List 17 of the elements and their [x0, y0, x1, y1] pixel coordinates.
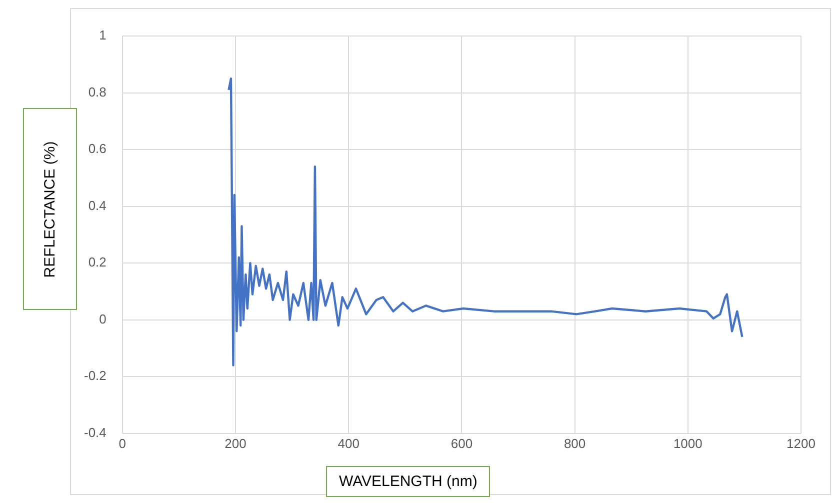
y-axis-title: REFLECTANCE (%) — [42, 140, 58, 278]
x-tick-label: 0 — [118, 436, 126, 451]
y-tick-label: 0 — [99, 311, 106, 326]
y-tick-label: 0.6 — [88, 141, 106, 156]
x-tick-label: 800 — [564, 436, 586, 451]
x-axis-title: WAVELENGTH (nm) — [326, 466, 490, 497]
x-tick-label: 1200 — [786, 436, 816, 451]
y-tick-label: 0.4 — [88, 198, 106, 213]
y-tick-label: -0.2 — [84, 368, 106, 384]
y-tick-label: 1 — [99, 28, 106, 43]
x-tick-label: 600 — [450, 436, 473, 451]
x-tick-label: 1000 — [673, 436, 702, 451]
y-tick-label: 0.8 — [88, 84, 106, 100]
y-tick-label: -0.4 — [84, 424, 106, 440]
y-tick-label: 0.2 — [88, 254, 106, 270]
x-tick-label: 200 — [224, 436, 246, 451]
x-tick-label: 400 — [338, 436, 360, 451]
